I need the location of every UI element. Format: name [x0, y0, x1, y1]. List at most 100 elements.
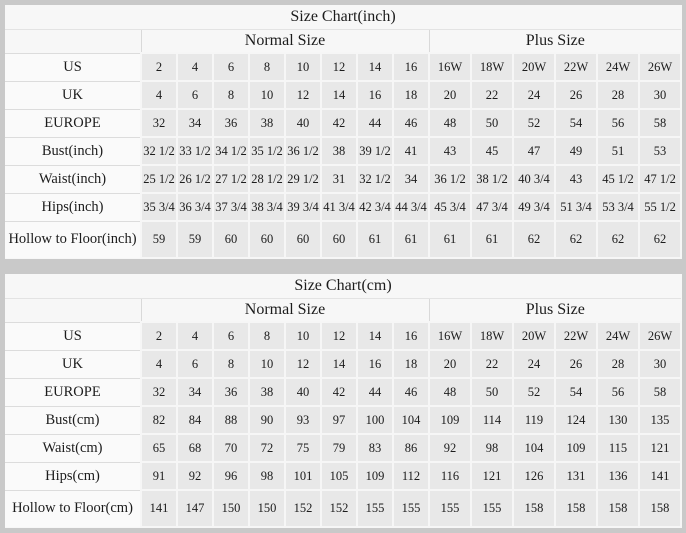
table-cell: 34 [176, 108, 214, 138]
row-label: Hollow to Floor(cm) [5, 489, 141, 527]
table-cell: 16 [356, 80, 394, 110]
table-cell: 68 [176, 433, 214, 463]
table-cell: 136 [596, 461, 640, 491]
table-cell: 62 [512, 220, 556, 259]
table-row: UK 4 6 8 10 12 14 16 18 20 22 24 26 28 30 [5, 80, 683, 110]
table-cell: 158 [596, 489, 640, 528]
table-cell: 10 [248, 80, 286, 110]
table-cell: 43 [554, 164, 598, 194]
table-cell: 96 [212, 461, 250, 491]
table-row: Waist(inch) 25 1/2 26 1/2 27 1/2 28 1/2 29 1/… [5, 164, 683, 194]
table-cell: 47 1/2 [637, 164, 683, 194]
row-label: Hollow to Floor(inch) [5, 220, 141, 258]
column-group-row: Normal Size Plus Size [5, 29, 682, 53]
table-cell: 38 [320, 136, 358, 166]
table-title-row: Size Chart(inch) [5, 5, 682, 30]
row-label: US [5, 52, 141, 81]
table-cell: 8 [212, 349, 250, 379]
table-cell: 104 [512, 433, 556, 463]
table-cell: 2 [140, 321, 178, 351]
table-cell: 70 [212, 433, 250, 463]
table-cell: 39 1/2 [356, 136, 394, 166]
table-cell: 35 3/4 [140, 192, 178, 222]
table-cell: 62 [596, 220, 640, 259]
table-cell: 40 [284, 377, 322, 407]
table-cell: 124 [554, 405, 598, 435]
table-row: Waist(cm) 65 68 70 72 75 79 83 86 92 98 104 109 115 12… [5, 433, 683, 463]
table-cell: 46 [392, 108, 430, 138]
chart-title-inch: Size Chart(inch) [5, 5, 682, 30]
table-cell: 4 [176, 52, 214, 82]
table-cell: 38 [248, 377, 286, 407]
table-row: Bust(inch) 32 1/2 33 1/2 34 1/2 35 1/2 36 1/2… [5, 136, 683, 166]
table-cell: 24 [512, 349, 556, 379]
corner-cell [5, 29, 141, 53]
table-cell: 50 [470, 108, 514, 138]
row-label: Hips(cm) [5, 461, 141, 490]
table-cell: 56 [596, 108, 640, 138]
table-cell: 36 [212, 108, 250, 138]
table-cell: 6 [176, 80, 214, 110]
table-cell: 44 [356, 377, 394, 407]
table-cell: 32 [140, 377, 178, 407]
table-cell: 62 [554, 220, 598, 259]
table-row: EUROPE 32 34 36 38 40 42 44 46 48 50 52 54 56 58 [5, 108, 683, 138]
table-cell: 16W [428, 52, 472, 82]
table-cell: 58 [637, 377, 683, 407]
table-cell: 56 [596, 377, 640, 407]
table-cell: 22 [470, 80, 514, 110]
table-cell: 6 [176, 349, 214, 379]
table-cell: 121 [637, 433, 683, 463]
chart-title-cm: Size Chart(cm) [5, 274, 682, 299]
table-cell: 131 [554, 461, 598, 491]
table-cell: 4 [140, 80, 178, 110]
table-cell: 45 1/2 [596, 164, 640, 194]
table-row: Hollow to Floor(cm) 141 147 150 150 152 152 155… [5, 489, 683, 528]
table-cell: 150 [212, 489, 250, 528]
row-label: Waist(inch) [5, 164, 141, 193]
table-cell: 104 [392, 405, 430, 435]
table-cell: 109 [554, 433, 598, 463]
table-cell: 16 [392, 321, 430, 351]
table-cell: 24W [596, 52, 640, 82]
table-cell: 50 [470, 377, 514, 407]
table-cell: 61 [428, 220, 472, 259]
table-cell: 52 [512, 108, 556, 138]
table-cell: 45 [470, 136, 514, 166]
table-cell: 75 [284, 433, 322, 463]
table-cell: 61 [392, 220, 430, 259]
table-cell: 130 [596, 405, 640, 435]
table-cell: 27 1/2 [212, 164, 250, 194]
table-cell: 8 [212, 80, 250, 110]
table-cell: 35 1/2 [248, 136, 286, 166]
table-cell: 12 [320, 321, 358, 351]
table-cell: 6 [212, 321, 250, 351]
table-cell: 101 [284, 461, 322, 491]
row-label: UK [5, 349, 141, 378]
table-cell: 12 [284, 80, 322, 110]
table-cell: 155 [356, 489, 394, 528]
table-cell: 45 3/4 [428, 192, 472, 222]
table-cell: 10 [284, 52, 322, 82]
table-cell: 38 1/2 [470, 164, 514, 194]
table-cell: 60 [320, 220, 358, 259]
row-label: EUROPE [5, 108, 141, 137]
table-cell: 109 [356, 461, 394, 491]
table-cell: 41 3/4 [320, 192, 358, 222]
table-cell: 62 [637, 220, 683, 259]
table-cell: 24W [596, 321, 640, 351]
table-cell: 48 [428, 108, 472, 138]
table-cell: 4 [176, 321, 214, 351]
table-cell: 12 [284, 349, 322, 379]
table-cell: 31 [320, 164, 358, 194]
table-cell: 141 [140, 489, 178, 528]
table-cell: 61 [356, 220, 394, 259]
table-cell: 147 [176, 489, 214, 528]
table-cell: 14 [356, 321, 394, 351]
table-cell: 16 [392, 52, 430, 82]
normal-size-header: Normal Size [140, 298, 429, 322]
table-cell: 112 [392, 461, 430, 491]
table-cell: 39 3/4 [284, 192, 322, 222]
table-title-row: Size Chart(cm) [5, 274, 682, 299]
table-cell: 155 [470, 489, 514, 528]
